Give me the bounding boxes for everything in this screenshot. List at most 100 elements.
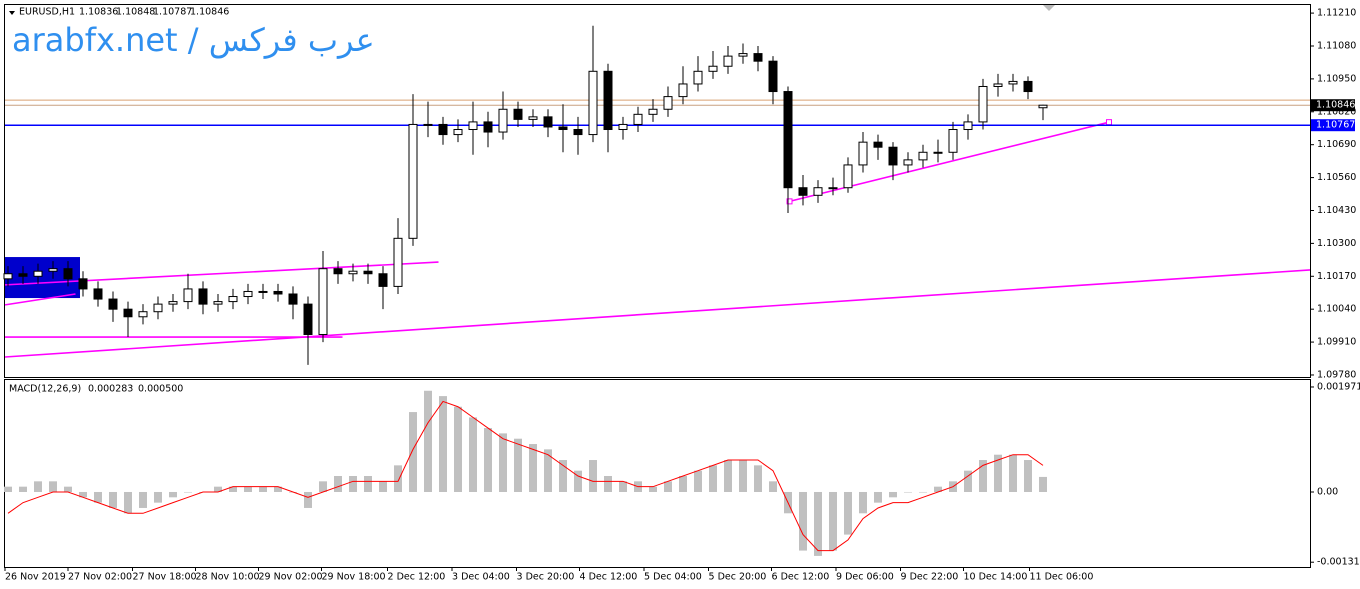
- candle-body: [873, 141, 883, 148]
- candle-body: [993, 83, 1003, 87]
- histogram-bar: [244, 486, 252, 492]
- trendline: [4, 269, 1311, 358]
- histogram-bar: [844, 491, 852, 535]
- trendline: [4, 293, 76, 306]
- histogram-bar: [694, 470, 702, 492]
- y-tick-label: 1.10820: [1317, 106, 1356, 117]
- candle-body: [558, 126, 568, 131]
- x-tick-label: 28 Nov 10:00: [196, 572, 260, 583]
- trendline: [789, 121, 1110, 203]
- candle-body: [453, 129, 463, 136]
- histogram-bar: [859, 491, 867, 514]
- candle-body: [933, 151, 943, 154]
- candle-body: [378, 273, 388, 287]
- symbol: EURUSD,H1: [19, 7, 75, 18]
- candle-body: [918, 151, 928, 161]
- menu-arrow[interactable]: [9, 11, 15, 15]
- candle-body: [813, 187, 823, 196]
- candle-body: [228, 296, 238, 303]
- histogram-bar: [649, 486, 657, 492]
- trendline-handle: [1106, 119, 1112, 126]
- candle-body: [1008, 80, 1018, 85]
- histogram-bar: [529, 444, 537, 492]
- header-open: 1.10836: [79, 7, 118, 18]
- candle-body: [903, 159, 913, 166]
- histogram-bar: [184, 491, 192, 493]
- y-tick-label: 0.00: [1317, 486, 1338, 497]
- candle-body: [468, 121, 478, 131]
- indicator-title: MACD(12,26,9): [9, 384, 81, 395]
- x-tick-label: 2 Dec 12:00: [388, 572, 446, 583]
- candle-body: [648, 108, 658, 115]
- histogram-bar: [454, 406, 462, 492]
- candle-body: [663, 96, 673, 110]
- candle-body: [693, 70, 703, 85]
- x-tick-label: 9 Dec 06:00: [836, 572, 894, 583]
- histogram-bar: [334, 476, 342, 492]
- histogram-bar: [439, 396, 447, 492]
- price-tag-label: 1.10767: [1316, 120, 1355, 131]
- histogram-bar: [364, 476, 372, 492]
- header-low: 1.10787: [153, 7, 192, 18]
- histogram-bar: [589, 460, 597, 492]
- histogram-bar: [304, 491, 312, 508]
- histogram-bar: [934, 486, 942, 492]
- trendline: [4, 261, 439, 286]
- x-tick-label: 9 Dec 22:00: [901, 572, 959, 583]
- histogram-bar: [49, 481, 57, 492]
- candle-body: [363, 270, 373, 275]
- candle-body: [858, 141, 868, 166]
- histogram-bar: [19, 486, 27, 492]
- histogram-bar: [469, 417, 477, 492]
- histogram-bar: [619, 481, 627, 492]
- candle-body: [78, 278, 88, 290]
- x-tick-label: 29 Nov 18:00: [322, 572, 386, 583]
- candle-body: [168, 301, 178, 305]
- price-tag-label: 1.10846: [1316, 100, 1355, 111]
- y-tick-label: 1.10430: [1317, 205, 1356, 216]
- candle-body: [738, 53, 748, 57]
- histogram-bar: [499, 433, 507, 492]
- candle-body: [63, 268, 73, 280]
- histogram-bar: [259, 486, 267, 492]
- candle-body: [573, 129, 583, 136]
- candle-body: [708, 65, 718, 72]
- price-tag: [1311, 119, 1355, 132]
- candle-body: [288, 293, 298, 305]
- scroll-marker: [1043, 5, 1055, 11]
- candle-body: [318, 268, 328, 335]
- price-pane: [4, 4, 1311, 378]
- candle-body: [303, 303, 313, 335]
- histogram-bar: [394, 465, 402, 492]
- macd-pane: [4, 379, 1311, 568]
- histogram-bar: [964, 470, 972, 492]
- header-close: 1.10846: [190, 7, 229, 18]
- signal-line: [7, 400, 1044, 552]
- histogram-bar: [994, 454, 1002, 492]
- x-tick-label: 11 Dec 06:00: [1030, 572, 1094, 583]
- histogram-bar: [514, 438, 522, 492]
- candle-body: [588, 70, 598, 136]
- trendline-handle: [786, 198, 793, 205]
- candle-body: [93, 288, 103, 300]
- x-tick-label: 27 Nov 18:00: [133, 572, 197, 583]
- x-tick-label: 5 Dec 04:00: [644, 572, 702, 583]
- x-tick-label: 5 Dec 20:00: [709, 572, 767, 583]
- candle-body: [753, 53, 763, 62]
- histogram-bar: [409, 412, 417, 492]
- candle-body: [273, 290, 283, 295]
- x-tick-label: 3 Dec 20:00: [517, 572, 575, 583]
- histogram-bar: [319, 481, 327, 492]
- histogram-bar: [1039, 476, 1047, 492]
- histogram-bar: [124, 491, 132, 514]
- candle-body: [1038, 104, 1048, 109]
- y-tick-label: 1.10950: [1317, 73, 1356, 84]
- x-tick-label: 27 Nov 02:00: [68, 572, 132, 583]
- watermark: arabfx.net / عرب فركس: [12, 21, 375, 59]
- candle-body: [33, 270, 43, 277]
- candle-body: [198, 288, 208, 305]
- histogram-bar: [154, 491, 162, 503]
- histogram-bar: [424, 390, 432, 492]
- candle-body: [183, 288, 193, 303]
